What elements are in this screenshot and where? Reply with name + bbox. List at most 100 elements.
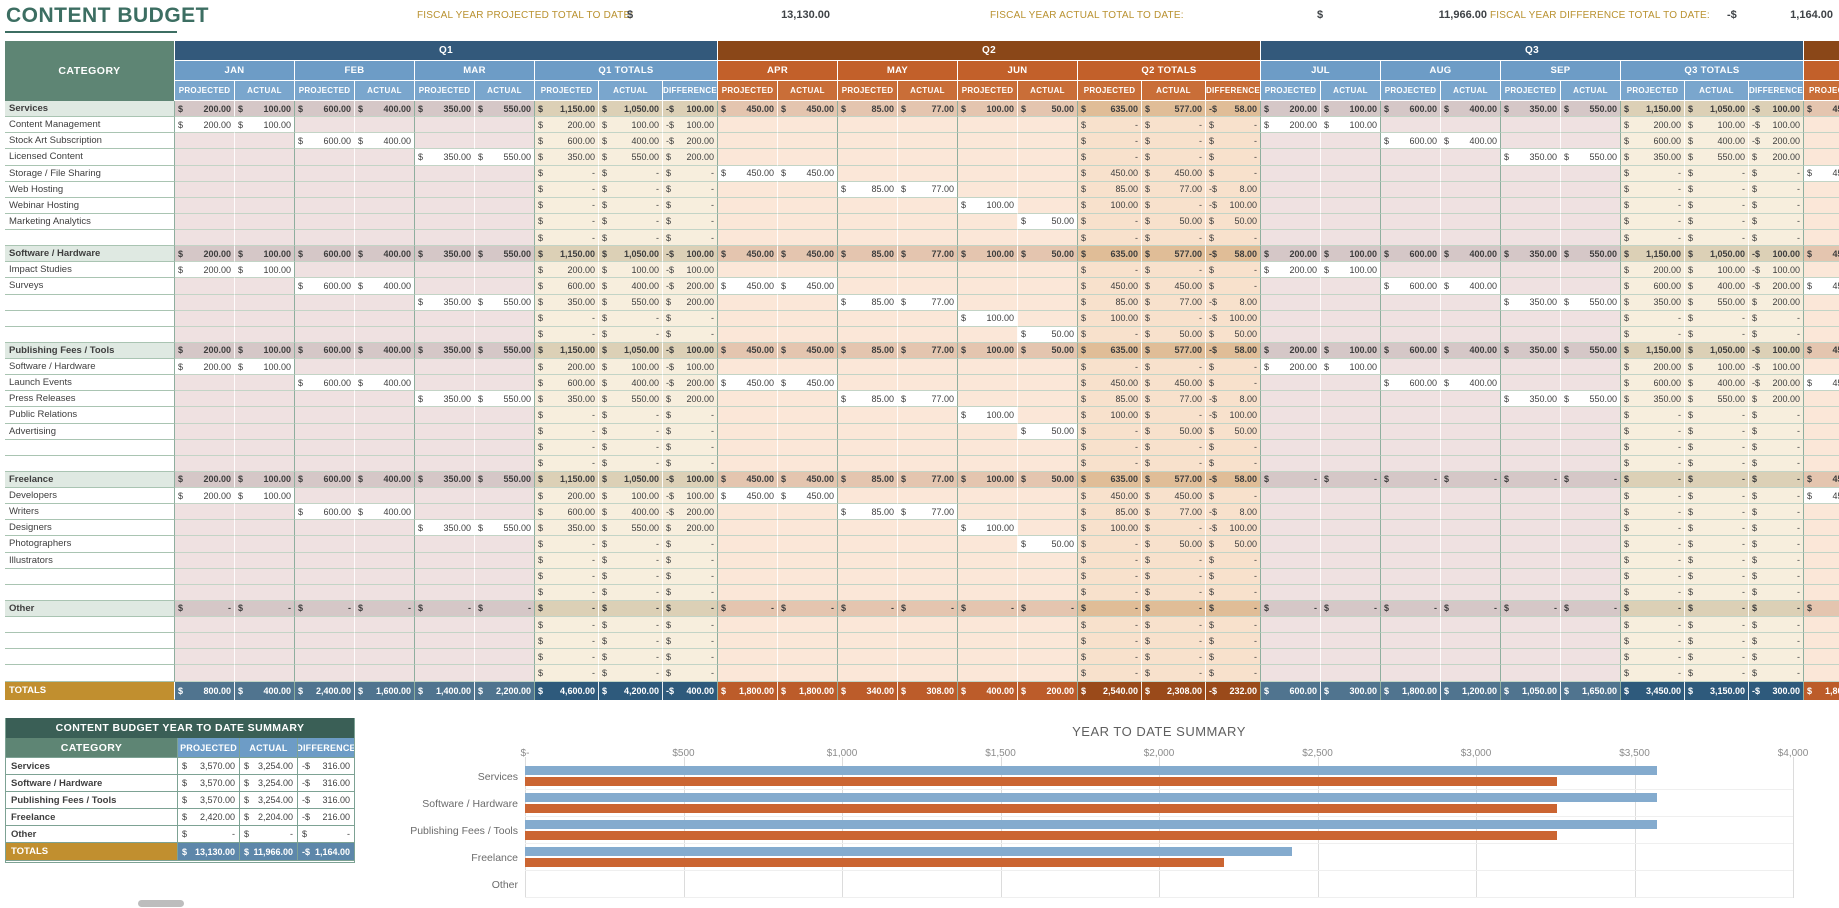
cell-jul-actual[interactable] bbox=[1321, 423, 1381, 440]
cell-q2-totals-difference[interactable]: $ - bbox=[1206, 617, 1261, 634]
cell-sep-actual[interactable] bbox=[1561, 165, 1621, 182]
actual-subheader[interactable]: ACTUAL bbox=[1685, 81, 1749, 101]
cell-q3-totals-projected[interactable]: $200.00 bbox=[1621, 262, 1685, 279]
cell-aug-actual[interactable] bbox=[1441, 568, 1501, 585]
cell-apr-actual[interactable] bbox=[778, 117, 838, 134]
cell-mar-projected[interactable] bbox=[415, 165, 475, 182]
cell-oct-projected[interactable] bbox=[1804, 117, 1839, 134]
cell-q1-totals-difference[interactable]: $ - bbox=[663, 584, 718, 601]
cell-apr-projected[interactable] bbox=[718, 536, 778, 553]
cell-may-actual[interactable] bbox=[898, 633, 958, 650]
cell-sep-actual[interactable]: $550.00 bbox=[1561, 149, 1621, 166]
cell-mar-actual[interactable]: $550.00 bbox=[475, 471, 535, 488]
cell-q3-totals-difference[interactable]: $ - bbox=[1749, 181, 1804, 198]
cell-apr-projected[interactable] bbox=[718, 230, 778, 247]
cell-may-actual[interactable] bbox=[898, 117, 958, 134]
cell-q1-totals-difference[interactable]: $ - bbox=[663, 455, 718, 472]
cell-q3-totals-actual[interactable]: $550.00 bbox=[1685, 149, 1749, 166]
cell-q3-totals-projected[interactable]: $ - bbox=[1621, 326, 1685, 343]
cell-q3-totals-difference[interactable]: $ - bbox=[1749, 213, 1804, 230]
cell-may-projected[interactable] bbox=[838, 423, 898, 440]
cell-q3-totals-actual[interactable]: $ - bbox=[1685, 633, 1749, 650]
cell-jul-actual[interactable] bbox=[1321, 649, 1381, 666]
cell-feb-projected[interactable] bbox=[295, 407, 355, 424]
cell-apr-projected[interactable] bbox=[718, 117, 778, 134]
cell-aug-projected[interactable] bbox=[1381, 262, 1441, 279]
month-header-jan[interactable]: JAN bbox=[175, 61, 295, 81]
cell-oct-projected[interactable] bbox=[1804, 423, 1839, 440]
cell-apr-actual[interactable] bbox=[778, 149, 838, 166]
cell-sep-actual[interactable] bbox=[1561, 584, 1621, 601]
cell-mar-projected[interactable]: $350.00 bbox=[415, 149, 475, 166]
cell-mar-projected[interactable]: $350.00 bbox=[415, 246, 475, 263]
cell-feb-actual[interactable]: $ - bbox=[355, 600, 415, 617]
cell-q1-totals-difference[interactable]: -$ 200.00 bbox=[663, 375, 718, 392]
cell-jun-projected[interactable] bbox=[958, 568, 1018, 585]
cell-q2-totals-actual[interactable]: $77.00 bbox=[1142, 294, 1206, 311]
cell-q2-totals-actual[interactable]: $450.00 bbox=[1142, 278, 1206, 295]
cell-feb-projected[interactable]: $600.00 bbox=[295, 133, 355, 150]
cell-q1-totals-actual[interactable]: $ - bbox=[599, 213, 663, 230]
cell-may-projected[interactable] bbox=[838, 649, 898, 666]
cell-feb-projected[interactable] bbox=[295, 310, 355, 327]
cell-q1-totals-projected[interactable]: $ - bbox=[535, 439, 599, 456]
cell-q1-totals-actual[interactable]: $400.00 bbox=[599, 375, 663, 392]
cell-may-projected[interactable] bbox=[838, 520, 898, 537]
cell-jul-actual[interactable] bbox=[1321, 552, 1381, 569]
cell-oct-projected[interactable] bbox=[1804, 310, 1839, 327]
cell-jun-actual[interactable] bbox=[1018, 375, 1078, 392]
cell-sep-projected[interactable]: $350.00 bbox=[1501, 342, 1561, 359]
cell-jun-actual[interactable] bbox=[1018, 407, 1078, 424]
cell-apr-actual[interactable] bbox=[778, 197, 838, 214]
cell-jun-projected[interactable] bbox=[958, 375, 1018, 392]
cell-mar-actual[interactable] bbox=[475, 326, 535, 343]
difference-subheader[interactable]: DIFFERENCE bbox=[663, 81, 718, 101]
cell-aug-actual[interactable] bbox=[1441, 407, 1501, 424]
cell-q3-totals-actual[interactable]: $ - bbox=[1685, 584, 1749, 601]
cell-apr-projected[interactable] bbox=[718, 326, 778, 343]
cell-q3-totals-projected[interactable]: $ - bbox=[1621, 439, 1685, 456]
cell-q1-totals-actual[interactable]: $ - bbox=[599, 568, 663, 585]
cell-q1-totals-actual[interactable]: $ - bbox=[599, 536, 663, 553]
row-label[interactable]: Press Releases bbox=[5, 391, 175, 408]
row-label[interactable]: Illustrators bbox=[5, 552, 175, 569]
cell-sep-projected[interactable] bbox=[1501, 133, 1561, 150]
cell-q1-totals-projected[interactable]: $600.00 bbox=[535, 375, 599, 392]
cell-mar-actual[interactable] bbox=[475, 536, 535, 553]
cell-q1-totals-projected[interactable]: $ - bbox=[535, 197, 599, 214]
cell-oct-projected[interactable]: $450.00 bbox=[1804, 101, 1839, 118]
cell-feb-projected[interactable] bbox=[295, 294, 355, 311]
cell-feb-actual[interactable] bbox=[355, 488, 415, 505]
actual-subheader[interactable]: ACTUAL bbox=[475, 81, 535, 101]
cell-aug-actual[interactable] bbox=[1441, 536, 1501, 553]
cell-jan-projected[interactable] bbox=[175, 584, 235, 601]
cell-jun-actual[interactable] bbox=[1018, 552, 1078, 569]
cell-sep-actual[interactable] bbox=[1561, 552, 1621, 569]
cell-q2-totals-difference[interactable]: -$ 58.00 bbox=[1206, 101, 1261, 118]
row-label[interactable]: Software / Hardware bbox=[5, 359, 175, 376]
projected-subheader[interactable]: PROJECTED bbox=[718, 81, 778, 101]
cell-apr-projected[interactable] bbox=[718, 133, 778, 150]
cell-q3-totals-projected[interactable]: $ - bbox=[1621, 423, 1685, 440]
cell-feb-actual[interactable] bbox=[355, 310, 415, 327]
cell-q3-totals-projected[interactable]: $ - bbox=[1621, 407, 1685, 424]
cell-jul-actual[interactable] bbox=[1321, 133, 1381, 150]
cell-q1-totals-difference[interactable]: $200.00 bbox=[663, 520, 718, 537]
cell-feb-projected[interactable] bbox=[295, 455, 355, 472]
cell-feb-actual[interactable] bbox=[355, 439, 415, 456]
cell-q2-totals-actual[interactable]: $ - bbox=[1142, 133, 1206, 150]
cell-q3-totals-difference[interactable]: $ - bbox=[1749, 439, 1804, 456]
cell-q1-totals-projected[interactable]: $200.00 bbox=[535, 262, 599, 279]
cell-q2-totals-actual[interactable]: $ - bbox=[1142, 617, 1206, 634]
cell-mar-projected[interactable]: $350.00 bbox=[415, 294, 475, 311]
cell-sep-actual[interactable]: $1,650.00 bbox=[1561, 681, 1621, 700]
cell-jan-projected[interactable]: $200.00 bbox=[175, 101, 235, 118]
cell-sep-actual[interactable] bbox=[1561, 278, 1621, 295]
projected-subheader[interactable]: PROJECTED bbox=[1261, 81, 1321, 101]
cell-jun-projected[interactable] bbox=[958, 149, 1018, 166]
cell-mar-projected[interactable] bbox=[415, 536, 475, 553]
cell-q1-totals-actual[interactable]: $ - bbox=[599, 230, 663, 247]
summary-totals-projected[interactable]: $13,130.00 bbox=[178, 843, 240, 861]
cell-feb-actual[interactable] bbox=[355, 407, 415, 424]
cell-may-projected[interactable] bbox=[838, 407, 898, 424]
